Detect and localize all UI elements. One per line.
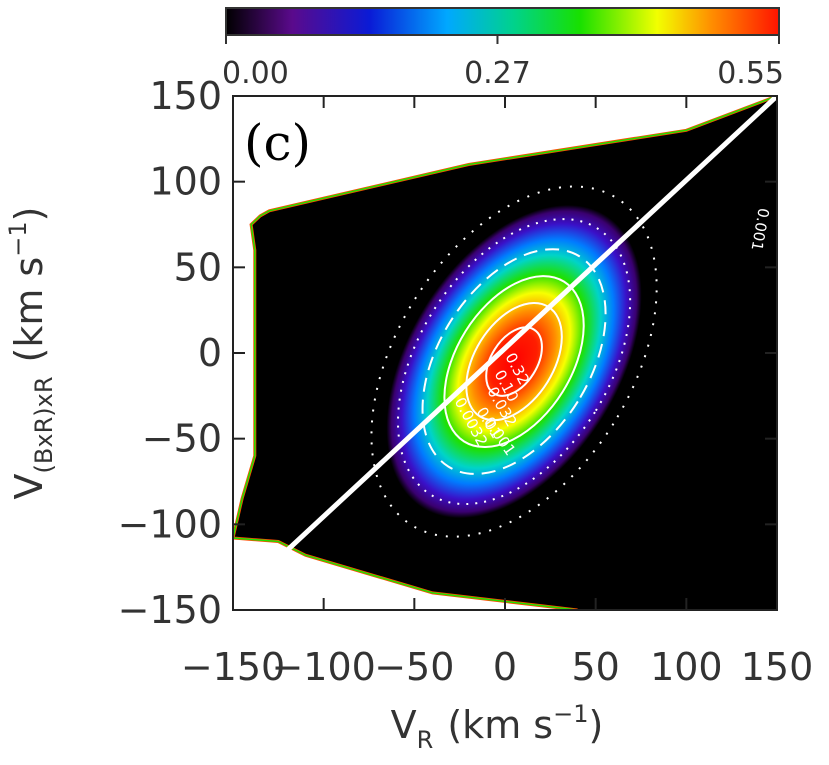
- y-axis-title-units: (km s: [7, 257, 51, 363]
- x-tick-label: 100: [650, 645, 723, 689]
- x-axis-title-sub: R: [417, 726, 434, 754]
- x-tick-label: 150: [741, 645, 814, 689]
- contour-line: [485, 326, 543, 397]
- y-tick-label: 150: [149, 74, 222, 118]
- x-axis-title-units: (km s: [447, 703, 553, 747]
- y-axis-ticks: −150 −100 −50 0 50 100 150: [118, 74, 777, 632]
- y-tick-label: −50: [142, 417, 222, 461]
- colorbar: 0.00 0.27 0.55: [222, 7, 784, 91]
- y-axis-title-close: ): [7, 207, 51, 222]
- y-tick-label: 0: [198, 331, 222, 375]
- colorbar-tick-label: 0.00: [222, 56, 289, 91]
- panel-label: (c): [244, 114, 311, 172]
- x-tick-label: 0: [493, 645, 517, 689]
- x-axis-title-exp: −1: [553, 700, 588, 728]
- colorbar-tick-label: 0.27: [464, 56, 531, 91]
- contour-line: [370, 185, 658, 538]
- y-axis-title-sub: (BxR)xR: [30, 377, 58, 474]
- y-axis-title-exp: −1: [4, 221, 32, 256]
- y-tick-label: 100: [149, 160, 222, 204]
- contour-line: [421, 248, 607, 475]
- x-tick-label: −150: [181, 645, 285, 689]
- x-axis-title-close: ): [588, 703, 603, 747]
- y-axis-title-main: V: [7, 473, 51, 499]
- data-region-edge-green: [233, 96, 777, 610]
- x-axis-title-main: V: [391, 703, 417, 747]
- x-tick-label: −100: [271, 645, 375, 689]
- contour-line: [443, 275, 585, 449]
- y-tick-label: −100: [118, 502, 222, 546]
- y-tick-label: −150: [118, 588, 222, 632]
- x-axis-ticks: −150−100−50 0 50 100 150: [181, 96, 813, 689]
- regression-line: [284, 96, 777, 553]
- colorbar-ticks: 0.00 0.27 0.55: [222, 35, 784, 91]
- y-axis-title: V(BxR)xR (km s−1): [4, 207, 58, 500]
- x-tick-label: 50: [571, 645, 619, 689]
- x-axis-title: VR (km s−1): [391, 700, 604, 754]
- contour-line: [396, 218, 632, 506]
- contour-lines: [370, 185, 658, 538]
- colorbar-tick-label: 0.55: [717, 56, 784, 91]
- y-tick-label: 50: [174, 245, 222, 289]
- x-tick-label: −50: [374, 645, 454, 689]
- colorbar-gradient: [225, 7, 780, 36]
